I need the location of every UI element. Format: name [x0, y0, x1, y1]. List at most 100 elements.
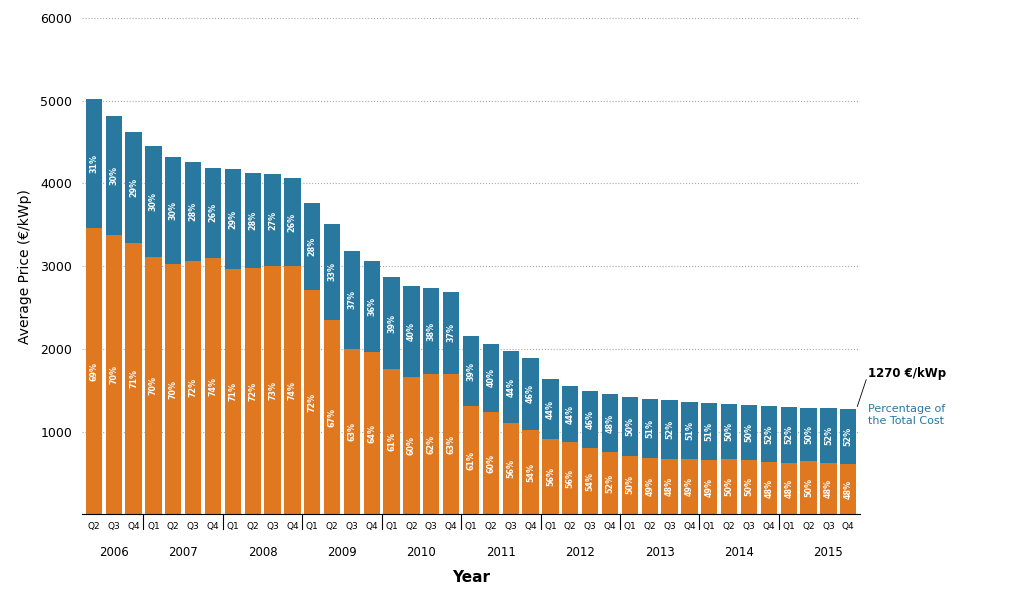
Text: 63%: 63%	[446, 435, 456, 454]
Text: 39%: 39%	[467, 362, 475, 380]
Bar	[185, 261, 202, 514]
Bar	[761, 462, 777, 514]
Text: 50%: 50%	[744, 423, 754, 442]
Bar	[324, 224, 340, 320]
Bar	[721, 404, 737, 459]
Bar	[662, 400, 678, 459]
Text: 29%: 29%	[228, 210, 238, 229]
Text: 44%: 44%	[566, 405, 574, 424]
Text: 44%: 44%	[506, 378, 515, 396]
Text: 46%: 46%	[526, 385, 536, 404]
Text: 52%: 52%	[784, 425, 794, 444]
Bar	[205, 258, 221, 514]
Bar	[662, 459, 678, 514]
Text: 2013: 2013	[645, 546, 675, 559]
Bar	[344, 251, 360, 349]
Bar	[264, 266, 281, 514]
Bar	[681, 402, 697, 459]
Text: 26%: 26%	[209, 203, 217, 222]
Text: 48%: 48%	[844, 480, 853, 499]
Text: 61%: 61%	[387, 432, 396, 451]
Text: 60%: 60%	[407, 437, 416, 455]
Text: 2006: 2006	[98, 546, 129, 559]
Bar	[801, 408, 817, 461]
Text: 70%: 70%	[110, 365, 118, 385]
Text: 71%: 71%	[129, 369, 138, 388]
Text: 48%: 48%	[824, 480, 833, 498]
Bar	[503, 351, 519, 423]
Text: 27%: 27%	[268, 210, 278, 230]
Text: 50%: 50%	[725, 477, 733, 496]
Bar	[721, 459, 737, 514]
Text: 30%: 30%	[110, 166, 118, 185]
Text: 2008: 2008	[248, 546, 278, 559]
Text: 2009: 2009	[327, 546, 357, 559]
Text: 48%: 48%	[764, 479, 773, 498]
Bar	[820, 463, 837, 514]
Bar	[86, 228, 102, 514]
Bar	[840, 409, 856, 464]
Bar	[403, 286, 420, 377]
Bar	[423, 288, 439, 374]
Bar	[304, 203, 321, 291]
Text: 74%: 74%	[288, 380, 297, 399]
Text: 63%: 63%	[347, 422, 356, 441]
Text: 56%: 56%	[506, 459, 515, 478]
Text: 51%: 51%	[645, 419, 654, 438]
Text: 74%: 74%	[209, 377, 217, 395]
Text: 62%: 62%	[427, 435, 436, 454]
Bar	[562, 386, 579, 443]
Text: 36%: 36%	[368, 297, 376, 316]
Bar	[324, 320, 340, 514]
Bar	[86, 99, 102, 228]
Text: 72%: 72%	[248, 382, 257, 401]
Bar	[780, 463, 797, 514]
Bar	[482, 344, 499, 412]
Text: 67%: 67%	[328, 407, 337, 426]
Text: 50%: 50%	[804, 478, 813, 497]
Text: 2007: 2007	[168, 546, 198, 559]
Text: 72%: 72%	[188, 378, 198, 397]
Bar	[224, 269, 241, 514]
Bar	[602, 452, 618, 514]
Bar	[423, 374, 439, 514]
Text: 71%: 71%	[228, 382, 238, 401]
Bar	[642, 458, 657, 514]
Bar	[740, 460, 757, 514]
Text: 40%: 40%	[486, 368, 496, 388]
Bar	[165, 264, 181, 514]
Text: 69%: 69%	[89, 362, 98, 380]
Text: 29%: 29%	[129, 178, 138, 197]
Bar	[443, 292, 460, 374]
Text: 48%: 48%	[784, 479, 794, 498]
Bar	[245, 173, 261, 269]
Bar	[245, 269, 261, 514]
Bar	[285, 266, 300, 514]
Bar	[105, 235, 122, 514]
Text: 50%: 50%	[725, 422, 733, 441]
Text: 28%: 28%	[308, 237, 316, 257]
Text: 60%: 60%	[486, 454, 496, 472]
Text: 52%: 52%	[844, 427, 853, 446]
Bar	[125, 132, 141, 243]
Text: 61%: 61%	[467, 450, 475, 469]
Bar	[840, 464, 856, 514]
Bar	[701, 404, 718, 460]
X-axis label: Year: Year	[452, 570, 490, 585]
Text: 73%: 73%	[268, 381, 278, 399]
Text: 70%: 70%	[169, 380, 178, 399]
Text: 26%: 26%	[288, 212, 297, 231]
Text: 49%: 49%	[645, 477, 654, 496]
Text: 2015: 2015	[813, 546, 844, 559]
Bar	[105, 115, 122, 235]
Text: 2012: 2012	[565, 546, 595, 559]
Text: 50%: 50%	[626, 475, 634, 495]
Text: 2014: 2014	[724, 546, 754, 559]
Bar	[224, 169, 241, 269]
Bar	[801, 461, 817, 514]
Text: 50%: 50%	[744, 477, 754, 496]
Bar	[543, 439, 558, 514]
Bar	[383, 370, 399, 514]
Text: 70%: 70%	[148, 376, 158, 395]
Text: 28%: 28%	[248, 211, 257, 230]
